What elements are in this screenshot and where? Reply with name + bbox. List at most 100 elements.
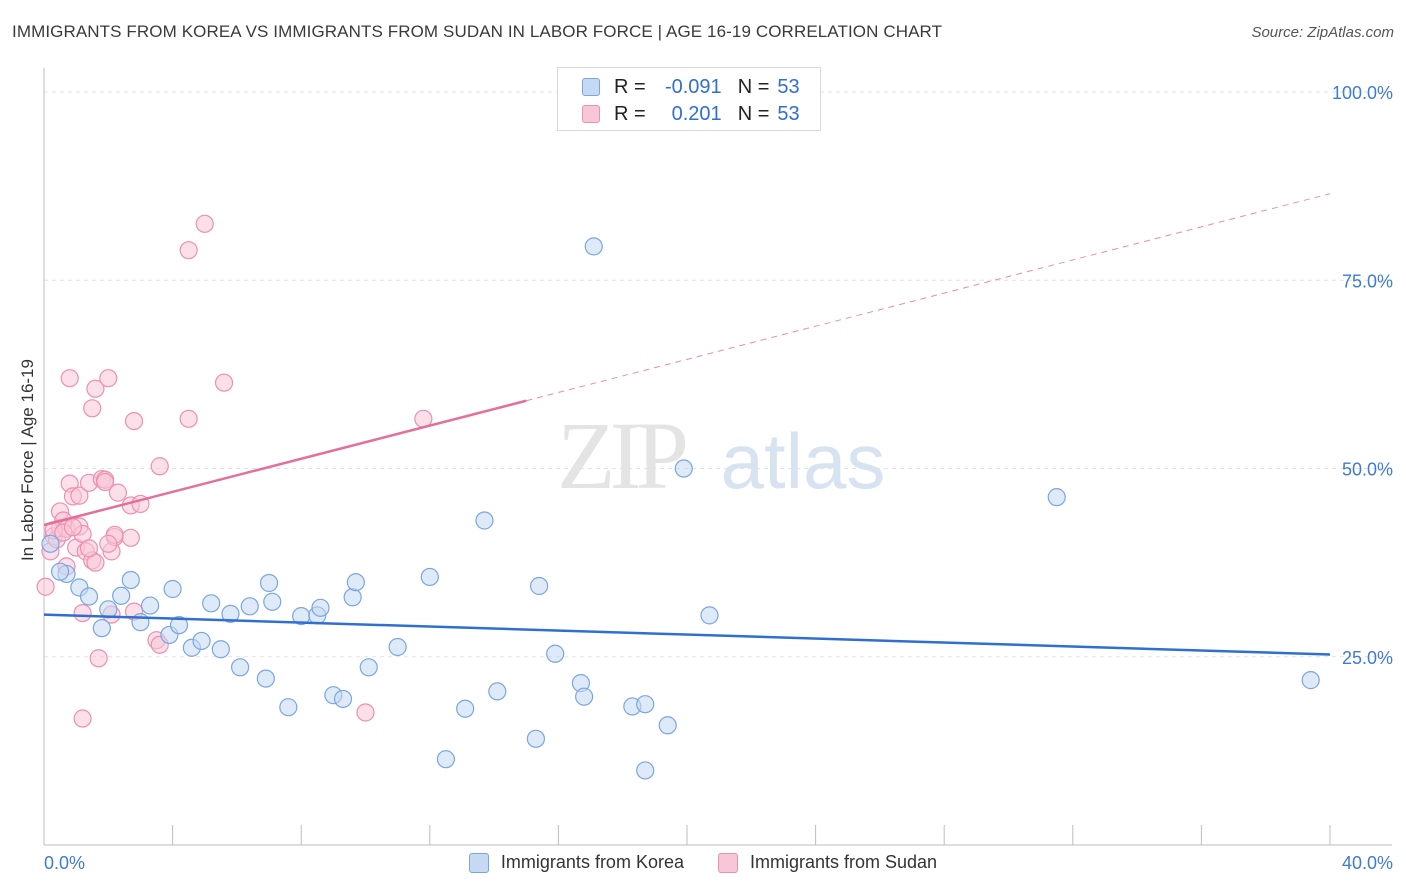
point-korea [92,619,111,638]
point-korea [584,237,603,256]
point-korea [211,640,230,659]
gridlines [44,91,1392,658]
legend-n-value-sudan: 53 [777,102,800,125]
point-sudan [150,457,169,476]
point-korea [388,637,407,657]
point-sudan [99,534,118,553]
point-sudan [36,577,55,596]
point-korea [240,597,259,616]
point-korea [256,669,275,688]
series-sudan-points [36,214,433,728]
point-sudan [99,369,118,388]
point-korea [488,682,507,701]
legend-swatch-sudan [582,105,600,123]
legend-n-value-korea: 53 [777,75,800,98]
point-sudan [179,409,198,428]
trend-line-sudan [43,399,527,527]
point-korea [1047,488,1066,507]
point-sudan [95,472,115,492]
point-sudan [79,539,99,558]
point-sudan [121,528,140,547]
point-korea [475,511,494,530]
point-korea [163,579,182,599]
chart-title: IMMIGRANTS FROM KOREA VS IMMIGRANTS FROM… [12,22,943,41]
x-tick-label-max: 40.0% [1342,853,1393,873]
point-korea [311,598,330,617]
axes [43,68,1392,846]
legend-n-label: N = [737,102,770,125]
watermark-zip: ZIP [557,402,686,509]
point-sudan [195,214,214,233]
point-korea [636,695,655,714]
watermark: ZIP atlas [557,402,885,509]
point-korea [221,604,240,623]
point-korea [636,761,655,780]
point-sudan [70,486,89,505]
trend-extension-sudan [526,193,1331,402]
point-korea [359,658,378,677]
point-korea [456,699,475,718]
point-korea [700,606,719,625]
point-korea [79,587,99,606]
point-sudan [108,483,128,502]
point-korea [343,588,362,607]
point-korea [333,689,353,709]
point-korea [140,596,160,615]
point-korea [169,616,189,635]
point-korea [436,750,455,769]
series-korea-points [41,237,1320,780]
legend-label-sudan: Immigrants from Sudan [749,852,938,872]
y-axis-label: In Labor Force | Age 16-19 [18,359,37,561]
point-sudan [124,411,144,431]
point-korea [530,576,549,596]
point-korea [41,534,60,553]
trend-line-korea [43,613,1331,656]
series-legend: Immigrants from Korea Immigrants from Su… [0,852,1406,873]
point-korea [192,631,211,651]
point-sudan [73,709,92,728]
point-sudan [63,518,83,537]
point-korea [202,594,221,613]
point-korea [121,570,140,590]
y-tick-label: 75.0% [1342,271,1393,291]
legend-n-label: N = [737,75,770,98]
point-sudan [73,603,92,623]
point-korea [1301,671,1320,690]
x-tick-label-min: 0.0% [44,853,85,873]
point-korea [546,644,565,663]
legend-r-value-sudan: 0.201 [671,102,722,125]
legend-r-value-korea: -0.091 [664,75,722,98]
y-tick-label: 100.0% [1332,83,1393,103]
legend-r-label: R = [614,102,646,125]
source-label: Source: ZipAtlas.com [1251,24,1394,41]
legend-swatch-sudan [717,852,738,873]
y-tick-labels: 25.0% 50.0% 75.0% 100.0% [1332,83,1393,668]
x-tick-labels: 0.0% 40.0% [44,853,1393,873]
y-tick-label: 50.0% [1342,460,1393,480]
legend-swatch-korea [582,78,600,96]
watermark-atlas: atlas [721,417,886,505]
point-sudan [179,241,198,260]
point-korea [50,562,70,581]
legend-item-korea[interactable]: Immigrants from Korea [468,852,684,873]
point-korea [346,573,365,592]
point-sudan [86,379,105,398]
point-korea [263,592,282,611]
point-korea [259,573,279,593]
legend-label-korea: Immigrants from Korea [500,852,684,872]
point-korea [674,459,693,478]
point-korea [112,586,131,605]
point-korea [575,687,594,706]
trend-lines [43,193,1331,656]
point-sudan [60,369,79,388]
point-sudan [83,399,102,418]
point-sudan [214,373,234,392]
legend-item-sudan[interactable]: Immigrants from Sudan [717,852,938,873]
y-tick-label: 25.0% [1342,648,1393,668]
legend-row-sudan: R = 0.201 N = 53 [582,102,800,126]
point-korea [658,716,677,735]
point-korea [526,729,545,748]
legend-swatch-korea [468,852,489,873]
correlation-legend: R = -0.091 N = 53 R = 0.201 N = 53 [557,67,821,131]
